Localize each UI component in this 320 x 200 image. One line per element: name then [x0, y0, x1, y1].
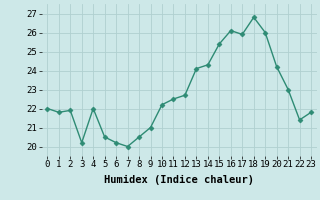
X-axis label: Humidex (Indice chaleur): Humidex (Indice chaleur): [104, 175, 254, 185]
